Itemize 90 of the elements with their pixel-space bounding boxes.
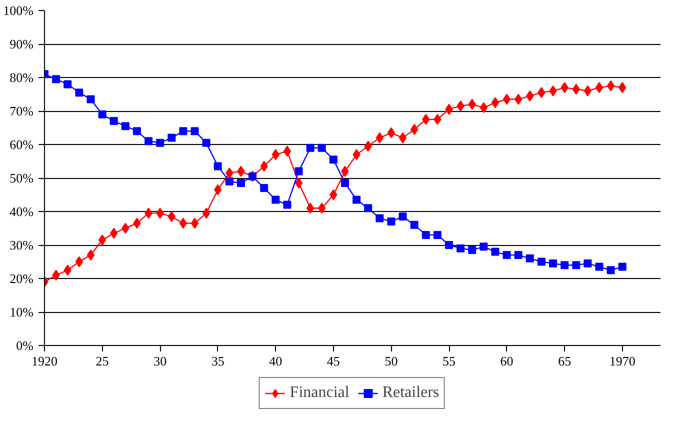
- point: [202, 208, 210, 219]
- point: [179, 127, 188, 136]
- point: [468, 246, 476, 254]
- point: [618, 262, 626, 271]
- point: [214, 162, 222, 170]
- point: [202, 138, 210, 147]
- point: [86, 250, 95, 261]
- point: [584, 259, 592, 268]
- point: [595, 262, 604, 271]
- x-tick-label: 25: [96, 354, 109, 368]
- point: [410, 220, 418, 229]
- point: [595, 82, 604, 94]
- point: [491, 248, 500, 256]
- x-tick-label: 45: [326, 354, 340, 368]
- y-tick-label: 30%: [10, 238, 34, 252]
- point: [364, 204, 372, 212]
- point: [387, 218, 396, 226]
- point: [480, 102, 488, 114]
- point: [572, 261, 580, 270]
- point: [121, 122, 130, 130]
- x-tick-label: 60: [500, 354, 514, 368]
- point: [526, 254, 534, 262]
- y-tick-label: 100%: [3, 3, 34, 18]
- point: [272, 196, 280, 204]
- x-tick-label: 50: [384, 354, 398, 368]
- y-tick-label: 80%: [10, 70, 34, 85]
- point: [433, 230, 442, 239]
- y-tick-label: 60%: [10, 137, 34, 152]
- x-tick-label: 1970: [609, 354, 636, 368]
- point: [352, 196, 361, 204]
- point: [376, 214, 384, 222]
- x-tick-label: 30: [154, 354, 167, 368]
- point: [236, 179, 245, 188]
- point: [514, 251, 522, 260]
- point: [456, 244, 465, 252]
- point: [283, 146, 292, 157]
- point: [502, 94, 511, 105]
- point: [606, 266, 615, 274]
- point: [549, 259, 558, 268]
- point: [75, 256, 84, 268]
- point: [340, 179, 349, 188]
- point: [168, 134, 176, 142]
- point: [156, 138, 164, 147]
- point: [190, 127, 199, 136]
- point: [329, 156, 338, 164]
- point: [52, 75, 60, 84]
- point: [110, 117, 118, 126]
- point: [64, 80, 72, 88]
- y-tick-label: 70%: [10, 104, 34, 118]
- point: [387, 127, 396, 138]
- y-tick-label: 40%: [10, 204, 34, 219]
- y-tick-label: 10%: [10, 304, 34, 320]
- point: [560, 261, 569, 270]
- x-tick-label: 55: [442, 354, 456, 368]
- point: [294, 178, 303, 189]
- point: [260, 184, 268, 192]
- point: [98, 234, 106, 246]
- point: [502, 251, 511, 260]
- point: [306, 144, 314, 152]
- point: [306, 202, 314, 214]
- point: [606, 80, 615, 92]
- y-tick-label: 90%: [10, 36, 34, 52]
- point: [75, 88, 84, 97]
- point: [144, 137, 153, 146]
- y-tick-label: 0%: [16, 338, 34, 353]
- point: [283, 200, 292, 209]
- point: [422, 230, 430, 239]
- point: [445, 241, 454, 249]
- point: [491, 97, 500, 108]
- point: [190, 218, 199, 229]
- point: [537, 258, 546, 266]
- y-tick-label: 20%: [10, 271, 34, 286]
- point: [86, 95, 95, 104]
- x-tick-label: 35: [211, 354, 224, 368]
- x-tick-label: 1920: [32, 354, 58, 368]
- legend-label: Retailers: [382, 384, 440, 402]
- point: [584, 85, 592, 96]
- point: [294, 167, 303, 176]
- legend-label: Financial: [290, 384, 350, 402]
- point: [318, 144, 326, 152]
- y-tick-label: 50%: [10, 170, 34, 186]
- x-tick-label: 65: [558, 354, 572, 368]
- point: [179, 218, 188, 229]
- point: [132, 127, 141, 136]
- point: [398, 212, 407, 221]
- point: [98, 110, 106, 118]
- point: [225, 177, 234, 186]
- point: [398, 132, 407, 144]
- x-tick-label: 40: [269, 354, 282, 368]
- point: [480, 242, 488, 251]
